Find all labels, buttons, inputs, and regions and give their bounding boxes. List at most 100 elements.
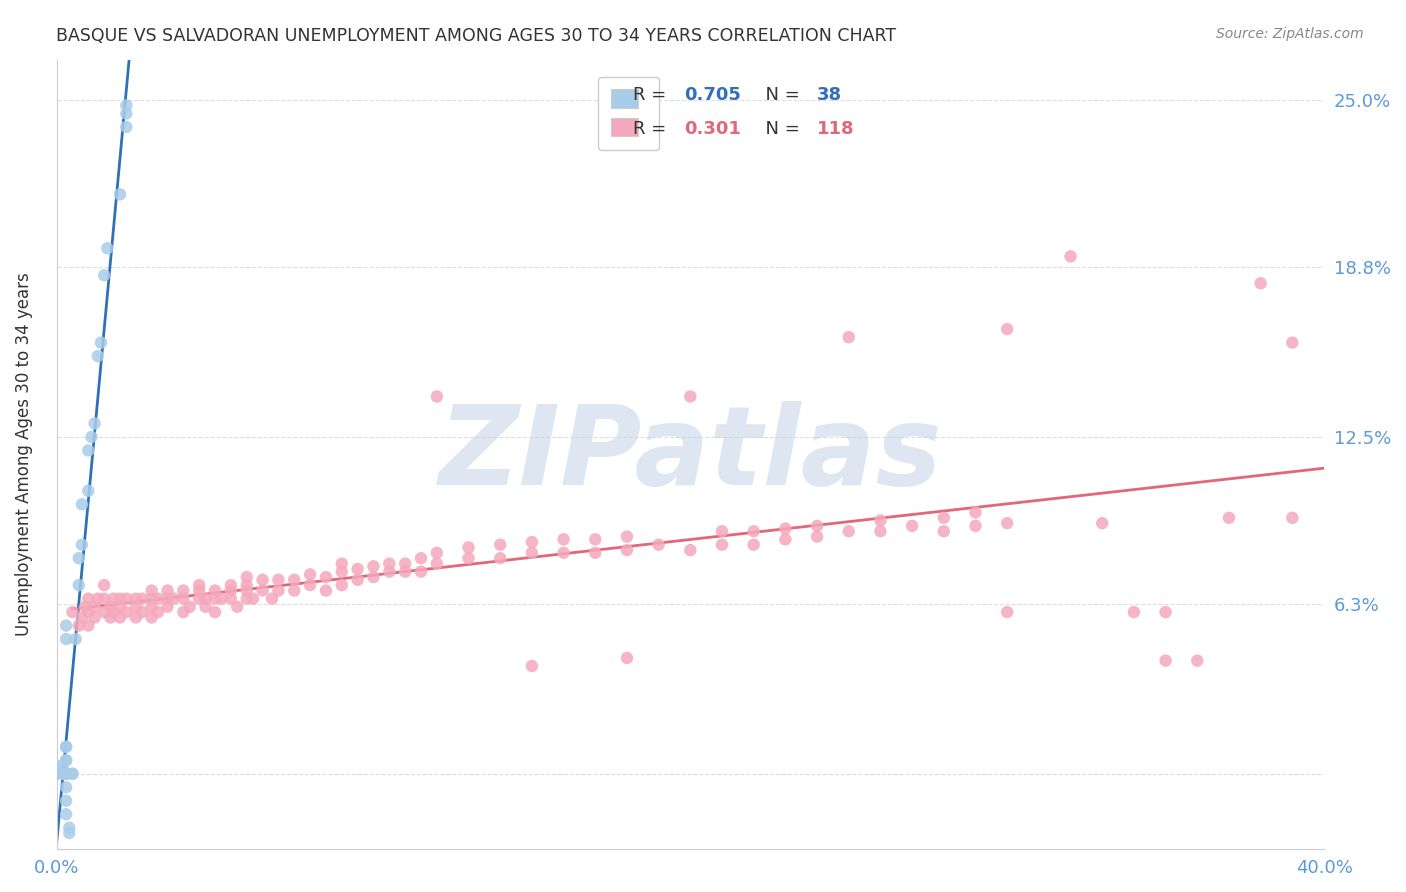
Point — [965, 505, 987, 519]
Point — [45, 767, 67, 781]
Point — [115, 120, 138, 134]
Text: 0.301: 0.301 — [683, 120, 741, 138]
Point — [742, 538, 765, 552]
Point — [194, 591, 217, 606]
Point — [806, 519, 828, 533]
Point — [55, 739, 77, 754]
Point — [679, 543, 702, 558]
Point — [711, 538, 734, 552]
Point — [108, 591, 131, 606]
Point — [131, 591, 153, 606]
Point — [378, 565, 401, 579]
Point — [65, 632, 87, 646]
Point — [426, 389, 449, 403]
Point — [995, 322, 1018, 336]
Point — [77, 618, 100, 632]
Point — [520, 659, 543, 673]
Point — [179, 599, 201, 614]
Point — [330, 578, 353, 592]
Point — [283, 583, 305, 598]
Point — [125, 591, 148, 606]
Point — [77, 483, 100, 498]
Point — [103, 591, 125, 606]
Point — [711, 524, 734, 539]
Point — [141, 583, 163, 598]
Point — [219, 578, 242, 592]
Point — [93, 268, 115, 283]
Point — [330, 565, 353, 579]
Point — [838, 330, 860, 344]
Point — [242, 591, 264, 606]
Point — [209, 591, 232, 606]
Point — [100, 599, 122, 614]
Point — [172, 605, 194, 619]
Point — [262, 591, 284, 606]
Point — [775, 522, 797, 536]
Point — [83, 610, 105, 624]
Point — [283, 573, 305, 587]
Point — [932, 510, 955, 524]
Point — [363, 570, 385, 584]
Point — [55, 807, 77, 822]
Point — [62, 767, 84, 781]
Point — [100, 610, 122, 624]
Point — [457, 551, 479, 566]
Point — [583, 533, 606, 547]
Point — [775, 533, 797, 547]
Point — [235, 591, 257, 606]
Point — [267, 573, 290, 587]
Point — [235, 570, 257, 584]
Point — [141, 591, 163, 606]
Point — [489, 538, 512, 552]
Point — [93, 578, 115, 592]
Point — [55, 753, 77, 767]
Text: 0.705: 0.705 — [683, 87, 741, 104]
Point — [299, 578, 322, 592]
Legend: , : , — [598, 77, 659, 150]
Text: R =: R = — [633, 87, 672, 104]
Point — [426, 546, 449, 560]
Point — [742, 524, 765, 539]
Point — [679, 389, 702, 403]
Text: 38: 38 — [817, 87, 842, 104]
Point — [52, 767, 75, 781]
Point — [235, 578, 257, 592]
Text: N =: N = — [754, 120, 806, 138]
Point — [55, 753, 77, 767]
Point — [616, 651, 638, 665]
Point — [83, 417, 105, 431]
Point — [520, 535, 543, 549]
Point — [553, 533, 575, 547]
Point — [55, 794, 77, 808]
Point — [1091, 516, 1114, 531]
Point — [204, 591, 226, 606]
Point — [553, 546, 575, 560]
Point — [62, 767, 84, 781]
Point — [93, 605, 115, 619]
Point — [330, 557, 353, 571]
Point — [125, 599, 148, 614]
Point — [115, 106, 138, 120]
Point — [426, 557, 449, 571]
Point — [346, 573, 368, 587]
Point — [115, 605, 138, 619]
Point — [90, 335, 112, 350]
Point — [58, 826, 80, 840]
Point — [58, 821, 80, 835]
Text: N =: N = — [754, 87, 806, 104]
Point — [901, 519, 924, 533]
Point — [55, 618, 77, 632]
Point — [75, 599, 97, 614]
Point — [77, 605, 100, 619]
Point — [995, 516, 1018, 531]
Point — [363, 559, 385, 574]
Point — [1281, 335, 1303, 350]
Point — [869, 513, 891, 527]
Point — [83, 599, 105, 614]
Point — [188, 578, 211, 592]
Point — [1154, 654, 1177, 668]
Point — [1250, 277, 1272, 291]
Point — [616, 543, 638, 558]
Point — [87, 349, 110, 363]
Point — [188, 591, 211, 606]
